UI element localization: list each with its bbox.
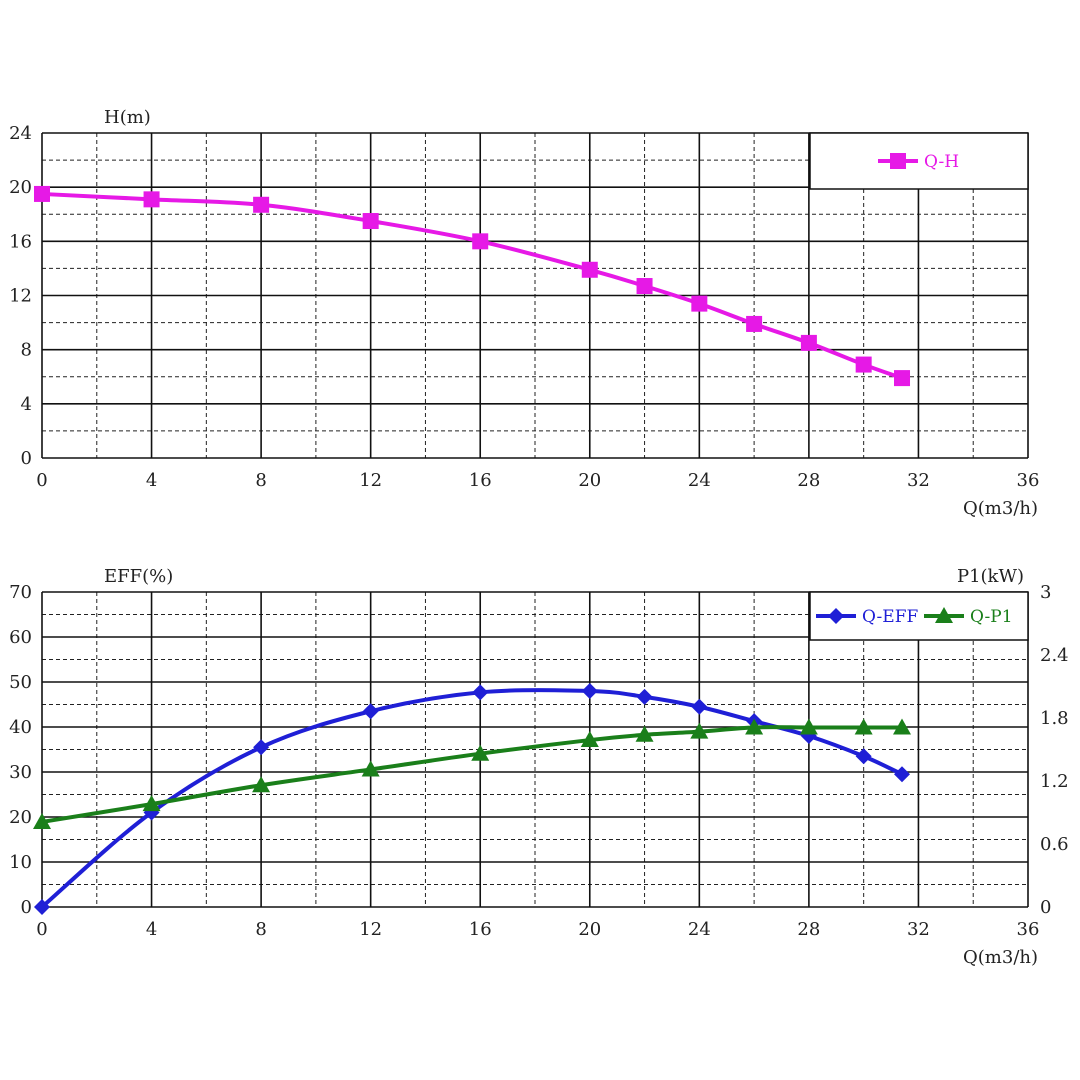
y-tick-label: 12 [9,286,32,307]
data-point [361,760,380,777]
y2-tick-label: 3 [1040,582,1051,603]
x-tick-label: 0 [36,470,47,491]
series-q-h [34,185,911,387]
y-tick-label: 16 [9,231,32,252]
y2-tick-label: 2.4 [1040,645,1069,666]
data-point [893,718,912,735]
data-point [362,213,379,230]
data-point [362,703,379,720]
data-point [894,766,911,783]
y-tick-label: 50 [9,672,32,693]
x-tick-label: 20 [578,470,601,491]
q-h-chart: 0 4 8 12 16 20 24 28 32 36 0 4 8 12 16 20 24 H(m) Q(m3/h) Q… [9,107,1039,519]
x-tick-label: 24 [688,919,711,940]
data-point [472,233,489,250]
legend-box [809,591,1029,641]
data-point [143,191,160,208]
x-tick-label: 4 [146,919,157,940]
legend-label: Q-P1 [970,607,1013,627]
x-tick-label: 12 [359,470,382,491]
y-tick-label: 8 [21,340,32,361]
y2-tick-label: 1.2 [1040,771,1069,792]
data-point [691,295,708,312]
y2-axis-label: P1(kW) [957,566,1024,587]
y2-tick-label: 0 [1040,897,1051,918]
x-tick-label: 32 [907,919,930,940]
x-tick-label: 20 [578,919,601,940]
data-point [854,718,873,735]
x-tick-label: 0 [36,919,47,940]
y-tick-label: 40 [9,717,32,738]
x-tick-label: 24 [688,470,711,491]
data-point [580,731,599,748]
data-point [690,722,709,739]
y2-tick-label: 1.8 [1040,708,1069,729]
y-tick-label: 60 [9,627,32,648]
x-tick-label: 36 [1017,919,1040,940]
data-point [471,744,490,761]
data-point [894,370,911,387]
x-axis-label: Q(m3/h) [963,498,1038,519]
data-point [34,899,50,915]
data-point [636,688,653,705]
data-point [34,185,50,202]
data-point [253,196,270,213]
y-tick-label: 4 [21,394,32,415]
series-line [40,688,903,909]
y-tick-label: 0 [21,448,32,469]
data-point [581,261,598,278]
data-point [635,725,654,742]
x-axis-label: Q(m3/h) [963,947,1038,968]
data-point [33,812,51,829]
y-tick-label: 20 [9,177,32,198]
legend: Q-EFF Q-P1 [809,591,1029,641]
data-point [253,739,270,756]
data-point [855,356,872,373]
legend-label: Q-H [924,152,959,172]
legend-label: Q-EFF [862,607,919,627]
y-axis-label: EFF(%) [104,566,173,587]
q-eff-p1-chart: 0 4 8 12 16 20 24 28 32 3601020304050607000.61.21… [9,566,1069,968]
y-tick-label: 0 [21,897,32,918]
x-tick-label: 8 [255,470,266,491]
series-line [41,725,903,824]
data-point [800,334,817,351]
x-tick-label: 16 [469,919,492,940]
data-point [636,278,653,295]
legend-marker [828,608,844,624]
series-q-p1 [33,718,912,829]
data-point [252,776,271,793]
data-point [745,718,764,735]
x-tick-label: 28 [797,919,820,940]
data-point [746,315,763,332]
data-point [472,684,489,701]
series-q-eff [34,683,911,915]
x-tick-label: 12 [359,919,382,940]
x-tick-label: 32 [907,470,930,491]
y-tick-label: 70 [9,582,32,603]
legend: Q-H [809,132,1029,190]
series-line [41,191,903,380]
legend-marker [935,607,953,623]
data-point [855,748,872,765]
data-point [581,683,598,699]
data-point [142,795,161,812]
legend-marker [890,153,906,169]
x-tick-label: 8 [255,919,266,940]
y2-tick-label: 0.6 [1040,834,1069,855]
y-axis-label: H(m) [104,107,151,128]
y-tick-label: 24 [9,123,32,144]
x-tick-label: 4 [146,470,157,491]
x-tick-label: 28 [797,470,820,491]
x-tick-label: 36 [1017,470,1040,491]
y-tick-label: 30 [9,762,32,783]
y-tick-label: 10 [9,852,32,873]
y-tick-label: 20 [9,807,32,828]
data-point [799,718,818,735]
data-point [691,698,708,715]
legend-box [809,132,1029,190]
x-tick-label: 16 [469,470,492,491]
